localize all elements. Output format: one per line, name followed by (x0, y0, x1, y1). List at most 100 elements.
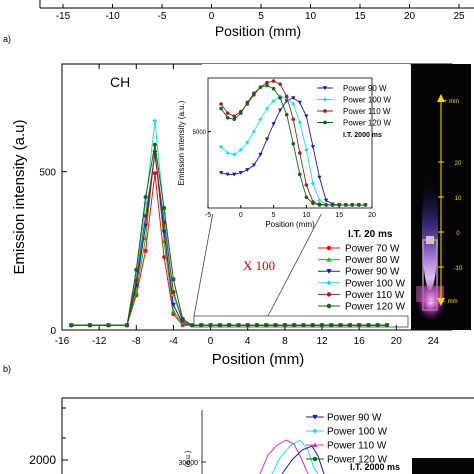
main-point-120 (366, 323, 371, 328)
inset-point-120 (278, 96, 282, 100)
zoom-region-box (193, 315, 409, 328)
inset-point-90 (245, 168, 250, 172)
main-point-120 (245, 323, 250, 328)
main-legend-marker-90 (326, 269, 332, 274)
main-legend-label-70: Power 70 W (345, 244, 400, 255)
main-point-80 (143, 235, 148, 241)
main-legend-marker-110 (326, 292, 332, 297)
inset-point-120 (330, 203, 335, 207)
top-x-tick-label: -10 (105, 11, 120, 22)
main-y-tick-label: 500 (39, 168, 56, 179)
main-point-120 (282, 323, 287, 328)
photo-tick-label: 0 (456, 231, 460, 237)
inset-legend-label-120: Power 120 W (343, 119, 391, 128)
main-point-70 (152, 171, 157, 176)
main-legend-marker-80 (326, 257, 332, 262)
main-it-label: I.T. 20 ms (348, 229, 393, 240)
inset-point-100 (238, 147, 243, 152)
inset-point-100 (291, 101, 296, 107)
main-x-tick-label: 8 (282, 336, 288, 347)
main-x-tick-label: -16 (55, 336, 70, 347)
main-legend-label-110: Power 110 W (345, 290, 405, 301)
inset-plot-frame (207, 77, 373, 209)
main-point-120 (208, 323, 213, 328)
inset-point-120 (324, 203, 328, 207)
photo-scale-top: + mm (444, 99, 459, 105)
b-legend-marker (312, 456, 318, 462)
main-point-100 (143, 200, 148, 206)
top-x-tick-label: -5 (158, 11, 167, 22)
main-point-120 (180, 316, 185, 321)
inset-x-tick-label: 10 (303, 212, 311, 219)
main-point-120 (357, 323, 362, 328)
inset-point-120 (363, 203, 368, 207)
panel-b-inset-ytick: 30000 (179, 460, 199, 467)
inset-point-120 (291, 141, 296, 146)
top-x-tick-label: 25 (453, 11, 465, 22)
inset-point-120 (239, 111, 243, 115)
inset-xlabel: Position (mm) (265, 220, 315, 229)
top-strip: -15 -10 -5 0 5 10 15 20 25 Position (mm) (39, 0, 474, 39)
main-x-tick-label: 24 (428, 336, 440, 347)
inset-point-120 (350, 203, 355, 207)
main-point-120 (384, 323, 390, 328)
main-point-120 (152, 142, 157, 147)
top-x-tick-label: 5 (258, 11, 264, 22)
x100-note: X 100 (243, 258, 275, 273)
top-x-tick-label: 20 (404, 11, 416, 22)
species-label: CH (110, 74, 130, 90)
panel-b-it-label: I.T. 2000 ms (350, 462, 400, 472)
b-legend-label: Power 90 W (327, 413, 382, 424)
inset-point-90 (304, 114, 309, 119)
b-legend-label: Power 100 W (327, 427, 388, 438)
panel-b-label: b) (3, 364, 11, 374)
panel-b-inset-ylabel: (a.u.) (185, 451, 192, 467)
inset-point-90 (310, 145, 316, 149)
inset-point-110 (298, 151, 302, 155)
inset-legend-label-110: Power 110 W (343, 107, 391, 116)
main-point-120 (319, 323, 325, 328)
inset-point-100 (251, 129, 257, 134)
inset-point-120 (337, 203, 341, 207)
inset-point-90 (291, 96, 296, 100)
main-point-120 (189, 323, 195, 328)
inset-x-tick-label: -5 (205, 212, 211, 219)
main-point-120 (143, 194, 148, 200)
main-point-80 (171, 308, 176, 313)
inset-point-110 (225, 111, 230, 115)
inset-y-tick-label: 5000 (193, 130, 207, 136)
top-x-tick-label: 15 (354, 11, 366, 22)
inset-point-100 (219, 144, 224, 149)
inset-point-120 (284, 112, 289, 117)
panel-b: 2000 30000 (a.u.) Power 90 W Power 100 W P… (29, 397, 474, 474)
b-legend-marker (312, 414, 318, 420)
main-point-120 (87, 323, 92, 328)
b-legend-marker (312, 442, 318, 448)
inset-point-90 (317, 175, 322, 180)
inset-point-100 (225, 150, 230, 156)
inset-x-tick-label: 20 (368, 212, 376, 219)
plasma-photo: + mm - mm 20 10 0 -10 (411, 64, 471, 330)
inset-point-100 (310, 181, 316, 186)
inset-point-110 (271, 79, 276, 83)
main-point-120 (375, 323, 380, 328)
main-point-110 (171, 289, 176, 295)
main-x-tick-label: 0 (208, 336, 214, 347)
top-x-tick-label: 0 (209, 11, 215, 22)
b-legend-marker (312, 428, 318, 434)
main-point-110 (143, 213, 148, 219)
inset-it-label: I.T. 2000 ms (343, 132, 382, 139)
inset-point-100 (304, 147, 309, 152)
inset-point-110 (265, 80, 269, 85)
inset-point-110 (291, 117, 296, 122)
b-legend-label: Power 120 W (327, 455, 388, 466)
main-point-120 (134, 267, 139, 272)
inset-legend-marker-110 (323, 109, 327, 113)
inset-point-90 (297, 100, 302, 105)
photo-scale: + mm - mm 20 10 0 -10 (437, 94, 463, 306)
inset-point-90 (278, 108, 283, 113)
main-x-tick-label: 12 (316, 336, 328, 347)
main-x-tick-label: 4 (245, 336, 251, 347)
main-point-120 (171, 277, 176, 282)
